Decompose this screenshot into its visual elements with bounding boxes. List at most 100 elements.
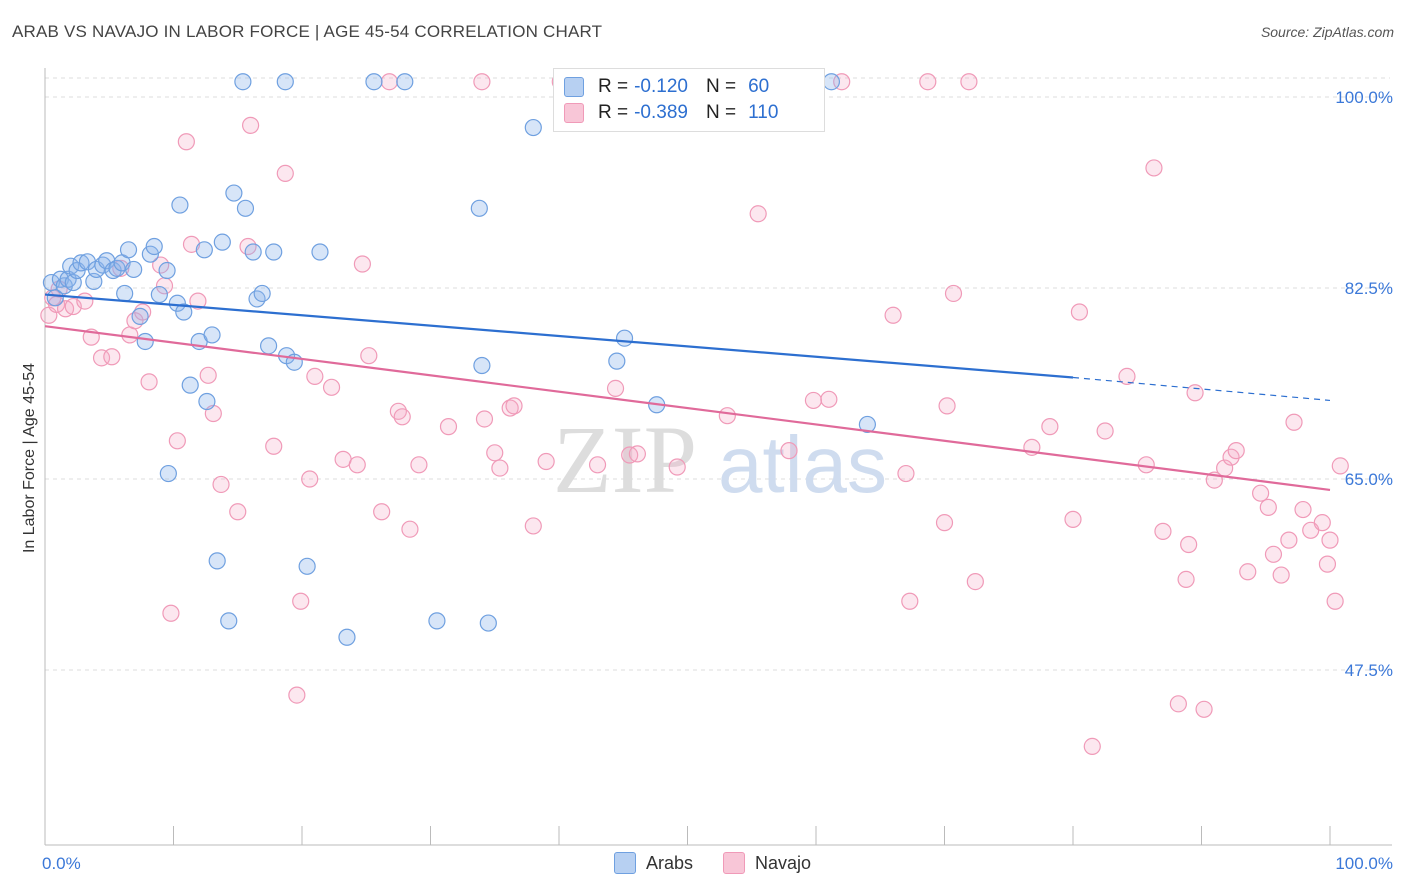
navajo-point[interactable] bbox=[1280, 531, 1298, 549]
navajo-point[interactable] bbox=[1294, 500, 1312, 519]
arabs-point[interactable] bbox=[150, 285, 168, 304]
arabs-point[interactable] bbox=[213, 233, 231, 251]
navajo-point[interactable] bbox=[265, 437, 283, 455]
navajo-point[interactable] bbox=[182, 235, 201, 253]
arabs-point[interactable] bbox=[220, 612, 238, 630]
navajo-point[interactable] bbox=[966, 572, 984, 591]
arabs-point[interactable] bbox=[116, 284, 134, 303]
arabs-point[interactable] bbox=[470, 199, 488, 217]
navajo-point[interactable] bbox=[938, 397, 956, 415]
navajo-point[interactable] bbox=[1154, 522, 1172, 540]
navajo-point[interactable] bbox=[668, 458, 686, 476]
arabs-point[interactable] bbox=[259, 337, 278, 355]
navajo-point[interactable] bbox=[749, 205, 767, 223]
arabs-point[interactable] bbox=[244, 243, 262, 261]
navajo-point[interactable] bbox=[473, 73, 491, 91]
navajo-point[interactable] bbox=[475, 410, 494, 428]
arabs-point[interactable] bbox=[265, 243, 283, 261]
navajo-point[interactable] bbox=[588, 456, 607, 474]
arabs-point[interactable] bbox=[171, 196, 189, 214]
navajo-point[interactable] bbox=[199, 366, 217, 384]
legend-item-navajo[interactable]: Navajo bbox=[723, 852, 811, 874]
navajo-point[interactable] bbox=[919, 73, 937, 91]
navajo-point[interactable] bbox=[401, 520, 419, 538]
arabs-point[interactable] bbox=[131, 307, 149, 325]
navajo-point[interactable] bbox=[76, 292, 94, 310]
navajo-point[interactable] bbox=[1169, 695, 1187, 713]
navajo-point[interactable] bbox=[884, 306, 902, 324]
navajo-point[interactable] bbox=[1252, 484, 1270, 502]
arabs-point[interactable] bbox=[236, 199, 255, 217]
navajo-point[interactable] bbox=[718, 407, 736, 425]
navajo-point[interactable] bbox=[242, 116, 260, 134]
navajo-point[interactable] bbox=[486, 444, 504, 462]
navajo-point[interactable] bbox=[780, 442, 798, 460]
arabs-point[interactable] bbox=[225, 184, 243, 202]
arabs-point[interactable] bbox=[208, 552, 226, 570]
navajo-point[interactable] bbox=[1272, 566, 1290, 584]
navajo-point[interactable] bbox=[1326, 592, 1344, 610]
navajo-point[interactable] bbox=[168, 432, 186, 450]
navajo-point[interactable] bbox=[1331, 457, 1349, 475]
navajo-point[interactable] bbox=[380, 73, 398, 91]
navajo-point[interactable] bbox=[292, 592, 310, 610]
arabs-point[interactable] bbox=[72, 254, 90, 272]
navajo-point[interactable] bbox=[901, 592, 919, 610]
navajo-point[interactable] bbox=[322, 378, 341, 396]
navajo-point[interactable] bbox=[1259, 498, 1277, 516]
navajo-point[interactable] bbox=[306, 367, 324, 386]
arabs-point[interactable] bbox=[203, 326, 221, 344]
navajo-point[interactable] bbox=[276, 164, 294, 182]
navajo-point[interactable] bbox=[804, 391, 823, 410]
arabs-point[interactable] bbox=[428, 612, 446, 630]
navajo-point[interactable] bbox=[944, 284, 963, 303]
arabs-point[interactable] bbox=[125, 260, 143, 279]
navajo-point[interactable] bbox=[348, 456, 366, 474]
arabs-point[interactable] bbox=[145, 237, 163, 256]
navajo-point[interactable] bbox=[212, 475, 230, 494]
navajo-point[interactable] bbox=[1070, 303, 1089, 321]
navajo-point[interactable] bbox=[121, 326, 139, 344]
navajo-point[interactable] bbox=[301, 470, 319, 488]
arabs-point[interactable] bbox=[276, 73, 294, 91]
arabs-point[interactable] bbox=[59, 270, 77, 288]
arabs-point[interactable] bbox=[46, 289, 64, 307]
navajo-point[interactable] bbox=[1083, 737, 1101, 756]
navajo-point[interactable] bbox=[1177, 570, 1195, 589]
arabs-point[interactable] bbox=[136, 332, 154, 351]
arabs-point[interactable] bbox=[479, 614, 497, 632]
navajo-point[interactable] bbox=[1118, 367, 1136, 386]
arabs-point[interactable] bbox=[181, 376, 199, 394]
navajo-point[interactable] bbox=[1186, 384, 1204, 402]
navajo-point[interactable] bbox=[229, 503, 247, 521]
navajo-point[interactable] bbox=[606, 379, 625, 398]
navajo-point[interactable] bbox=[103, 348, 121, 366]
navajo-point[interactable] bbox=[393, 408, 411, 426]
navajo-point[interactable] bbox=[439, 418, 458, 436]
arabs-point[interactable] bbox=[396, 73, 414, 91]
navajo-point[interactable] bbox=[373, 503, 391, 521]
navajo-point[interactable] bbox=[1285, 413, 1303, 431]
arabs-point[interactable] bbox=[608, 352, 626, 370]
arabs-point[interactable] bbox=[195, 241, 213, 259]
arabs-point[interactable] bbox=[253, 284, 271, 303]
navajo-point[interactable] bbox=[189, 292, 207, 310]
navajo-point[interactable] bbox=[353, 255, 371, 273]
navajo-point[interactable] bbox=[360, 347, 378, 365]
arabs-point[interactable] bbox=[473, 356, 491, 375]
navajo-point[interactable] bbox=[162, 604, 180, 622]
arabs-point[interactable] bbox=[168, 294, 186, 312]
navajo-point[interactable] bbox=[177, 133, 195, 151]
navajo-point[interactable] bbox=[935, 514, 954, 532]
navajo-point[interactable] bbox=[288, 686, 306, 704]
arabs-point[interactable] bbox=[298, 557, 316, 575]
navajo-point[interactable] bbox=[897, 464, 915, 483]
arabs-point[interactable] bbox=[234, 73, 252, 91]
arabs-point[interactable] bbox=[119, 241, 138, 259]
arabs-point[interactable] bbox=[822, 73, 841, 91]
navajo-point[interactable] bbox=[140, 373, 158, 391]
navajo-point[interactable] bbox=[1145, 159, 1163, 177]
arabs-point[interactable] bbox=[615, 329, 634, 347]
navajo-point[interactable] bbox=[820, 390, 838, 408]
arabs-point[interactable] bbox=[159, 464, 177, 483]
